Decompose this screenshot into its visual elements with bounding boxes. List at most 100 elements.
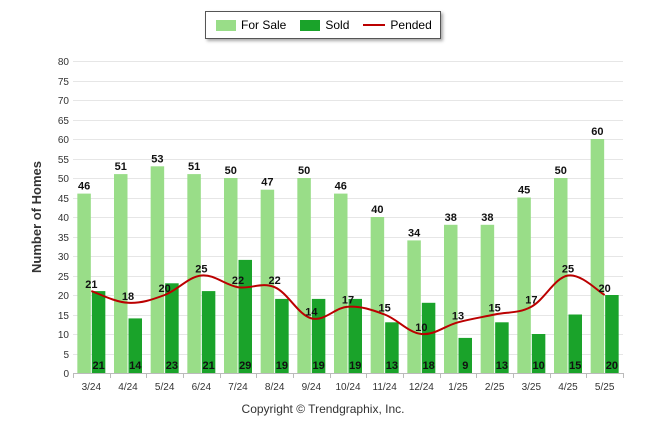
data-label-pended: 20	[599, 283, 611, 295]
data-label-pended: 13	[452, 310, 464, 322]
data-label-sold: 15	[569, 360, 581, 372]
legend-item-for-sale[interactable]: For Sale	[216, 18, 286, 32]
data-label-for-sale: 46	[78, 181, 90, 193]
y-tick-label: 75	[58, 77, 70, 88]
bar-for-sale	[407, 240, 421, 373]
data-label-for-sale: 60	[591, 126, 603, 138]
y-tick-label: 80	[58, 57, 70, 68]
y-tick-label: 45	[58, 194, 70, 205]
data-label-pended: 15	[379, 303, 391, 315]
bar-sold	[201, 291, 216, 373]
y-tick-label: 20	[58, 291, 70, 302]
bar-sold	[348, 298, 362, 373]
bar-for-sale	[334, 193, 348, 373]
legend-item-sold[interactable]: Sold	[300, 18, 349, 32]
legend: For Sale Sold Pended	[205, 11, 441, 39]
bar-for-sale	[297, 178, 311, 373]
bar-for-sale	[517, 197, 531, 373]
bar-for-sale	[150, 166, 165, 373]
bar-for-sale	[77, 193, 91, 373]
bar-sold	[458, 337, 472, 373]
data-label-sold: 10	[532, 360, 544, 372]
data-label-sold: 29	[239, 360, 251, 372]
data-label-pended: 25	[562, 264, 574, 276]
y-tick-label: 10	[58, 330, 70, 341]
data-label-for-sale: 51	[115, 161, 127, 173]
data-label-pended: 18	[122, 291, 134, 303]
bar-sold	[568, 314, 582, 373]
x-tick-label: 3/24	[82, 382, 102, 393]
data-label-sold: 18	[422, 360, 434, 372]
x-tick-label: 11/24	[373, 382, 398, 393]
bar-sold	[495, 322, 509, 373]
y-tick-label: 5	[63, 350, 69, 361]
x-tick-label: 9/24	[302, 382, 322, 393]
bar-sold	[421, 302, 436, 373]
y-tick-label: 40	[58, 213, 70, 224]
line-pended	[91, 274, 606, 336]
data-label-sold: 21	[92, 360, 104, 372]
data-label-for-sale: 50	[225, 165, 237, 177]
y-tick-label: 55	[58, 155, 70, 166]
bar-sold	[91, 291, 106, 373]
data-label-pended: 21	[85, 279, 97, 291]
legend-swatch-for-sale	[216, 19, 236, 31]
y-tick-label: 0	[63, 369, 69, 380]
y-tick-label: 35	[58, 233, 70, 244]
bar-sold	[165, 283, 179, 373]
data-label-pended: 22	[232, 275, 244, 287]
data-label-sold: 13	[496, 360, 508, 372]
x-tick-label: 1/25	[448, 382, 468, 393]
legend-item-pended[interactable]: Pended	[363, 18, 432, 32]
y-tick-label: 65	[58, 116, 70, 127]
data-label-sold: 13	[386, 360, 398, 372]
x-tick-label: 4/25	[558, 382, 578, 393]
y-tick-label: 70	[58, 96, 70, 107]
bar-for-sale	[370, 217, 385, 373]
data-label-for-sale: 40	[371, 204, 383, 216]
legend-swatch-sold	[300, 19, 321, 31]
data-label-for-sale: 34	[408, 227, 421, 239]
bar-for-sale	[444, 224, 458, 373]
data-label-for-sale: 47	[261, 177, 273, 189]
bar-for-sale	[187, 174, 201, 373]
data-label-for-sale: 38	[445, 212, 457, 224]
legend-swatch-pended	[363, 24, 386, 26]
x-tick-label: 7/24	[228, 382, 248, 393]
legend-label-sold: Sold	[325, 18, 350, 32]
data-label-sold: 19	[276, 360, 288, 372]
data-label-sold: 19	[349, 360, 361, 372]
bar-sold	[605, 295, 619, 373]
data-label-sold: 23	[166, 360, 178, 372]
copyright-footer: Copyright © Trendgraphix, Inc.	[241, 402, 405, 416]
data-label-for-sale: 38	[481, 212, 493, 224]
data-label-pended: 22	[269, 275, 281, 287]
data-label-for-sale: 46	[335, 181, 347, 193]
x-tick-label: 6/24	[192, 382, 212, 393]
y-tick-label: 15	[58, 311, 70, 322]
bar-for-sale	[480, 224, 495, 373]
data-label-sold: 19	[312, 360, 324, 372]
x-tick-label: 8/24	[265, 382, 285, 393]
x-tick-label: 3/25	[522, 382, 542, 393]
data-label-pended: 25	[195, 264, 207, 276]
legend-label-pended: Pended	[390, 18, 432, 32]
y-tick-label: 60	[58, 135, 70, 146]
data-label-for-sale: 51	[188, 161, 200, 173]
bar-for-sale	[224, 178, 238, 373]
data-label-for-sale: 53	[151, 153, 163, 165]
data-label-sold: 21	[202, 360, 214, 372]
x-tick-label: 4/24	[118, 382, 138, 393]
bar-sold	[275, 298, 289, 373]
data-label-sold: 20	[606, 360, 618, 372]
data-label-for-sale: 45	[518, 185, 530, 197]
bar-for-sale	[114, 174, 128, 373]
data-label-pended: 14	[305, 306, 318, 318]
data-label-pended: 17	[342, 295, 354, 307]
legend-label-for-sale: For Sale	[241, 18, 287, 32]
bar-sold	[128, 318, 142, 373]
data-label-for-sale: 50	[555, 165, 567, 177]
data-label-sold: 9	[462, 360, 468, 372]
x-tick-label: 5/25	[595, 382, 615, 393]
